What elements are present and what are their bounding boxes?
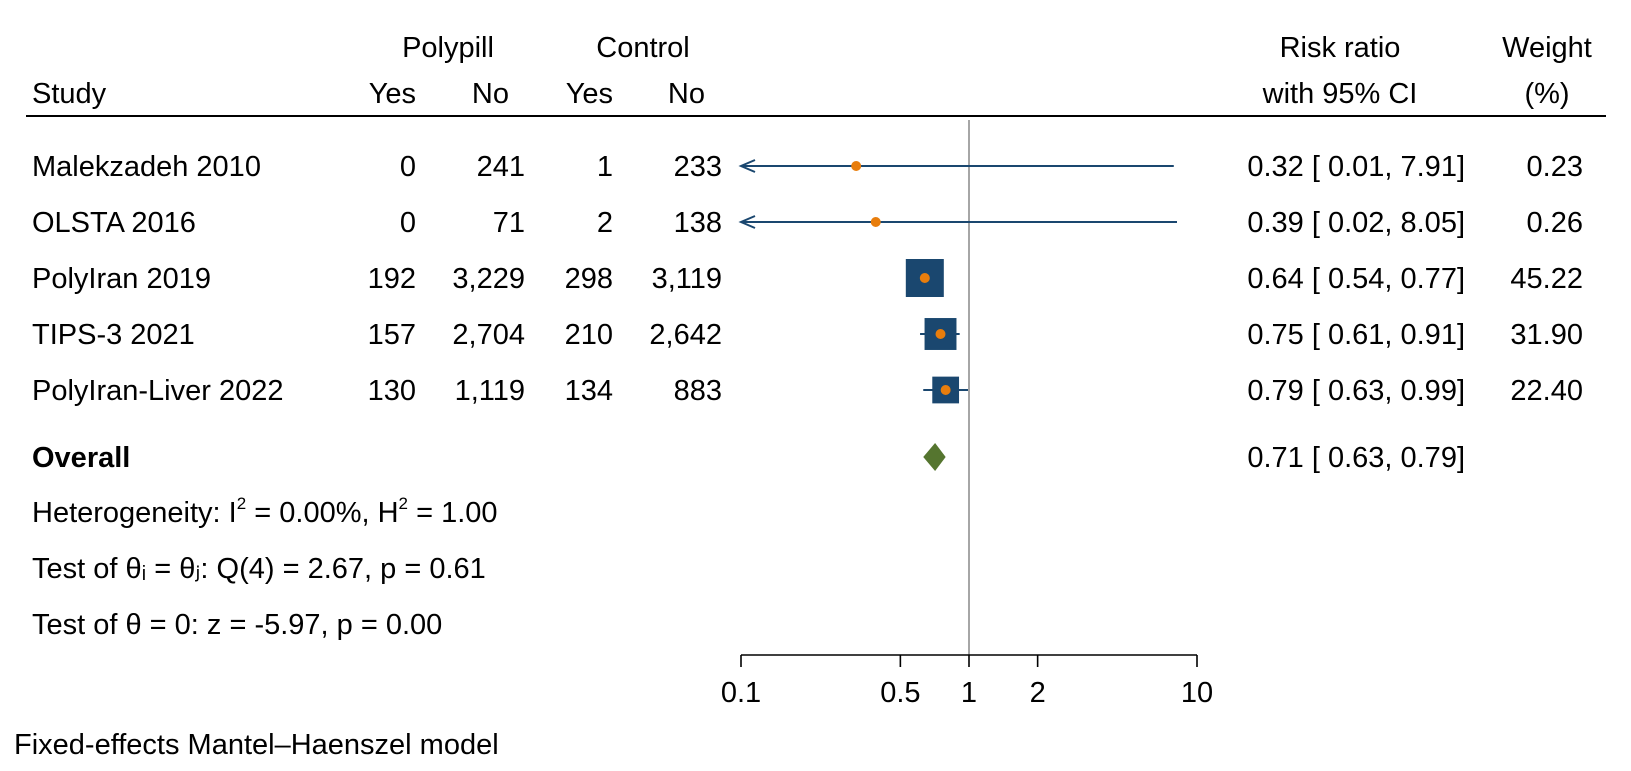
study-name: TIPS-3 2021 [32,319,195,351]
study-name: Malekzadeh 2010 [32,151,261,183]
count-cell: 298 [565,263,613,295]
ci-truncation-arrow [738,215,756,229]
column-header-weight: Weight [1502,32,1592,64]
point-estimate [870,217,881,227]
group-header-control: Control [596,32,690,64]
column-header-control-yes: Yes [566,78,613,110]
x-axis: 0.1 0.5 1 2 10 [721,654,1213,709]
heterogeneity-text: Heterogeneity: I2 = 0.00%, H2 = 1.00 [32,494,498,529]
count-cell: 0 [400,151,416,183]
table-row: TIPS-3 2021 157 2,704 210 2,642 0.75 [ 0.61, … [32,319,1583,351]
count-cell: 138 [674,207,722,239]
model-footnote: Fixed-effects Mantel–Haenszel model [14,729,499,761]
count-cell: 0 [400,207,416,239]
test-theta-zero-text: Test of θ = 0: z = -5.97, p = 0.00 [32,609,442,641]
table-row: Malekzadeh 2010 0 241 1 233 0.32 [ 0.01, 7.91… [32,151,1583,183]
study-name: PolyIran-Liver 2022 [32,375,283,407]
x-tick-label: 2 [1030,677,1046,709]
point-estimate [851,161,862,171]
ci-text: 0.64 [ 0.54, 0.77] [1247,263,1465,295]
count-cell: 1 [597,151,613,183]
count-cell: 157 [368,319,416,351]
study-rows: Malekzadeh 2010 0 241 1 233 0.32 [ 0.01, 7.91… [32,151,1583,407]
x-tick-label: 10 [1181,677,1213,709]
count-cell: 241 [477,151,525,183]
weight-text: 0.26 [1527,207,1583,239]
count-cell: 883 [674,375,722,407]
ci-text: 0.79 [ 0.63, 0.99] [1247,375,1465,407]
column-header-study: Study [32,78,107,110]
table-header: Polypill Control Study Yes No Yes No Ris… [32,32,1592,110]
group-header-polypill: Polypill [402,32,494,64]
column-header-weight-unit: (%) [1524,78,1569,110]
count-cell: 1,119 [455,375,525,407]
count-cell: 210 [565,319,613,351]
overall-label: Overall [32,442,130,474]
count-cell: 71 [493,207,525,239]
count-cell: 3,229 [452,263,525,295]
study-name: OLSTA 2016 [32,207,196,239]
table-row: PolyIran 2019 192 3,229 298 3,119 0.64 [ 0.54… [32,263,1583,295]
ci-text: 0.32 [ 0.01, 7.91] [1247,151,1465,183]
count-cell: 130 [368,375,416,407]
point-estimate [935,329,946,339]
point-estimate [919,273,930,283]
point-estimate [940,385,951,395]
column-header-control-no: No [668,78,705,110]
x-tick-label: 1 [961,677,977,709]
summary: Overall 0.71 [ 0.63, 0.79] Heterogeneity… [32,442,1465,641]
test-theta-ij-text: Test of θᵢ = θⱼ: Q(4) = 2.67, p = 0.61 [32,553,486,585]
overall-diamond [923,443,946,471]
count-cell: 2,704 [452,319,525,351]
count-cell: 134 [565,375,613,407]
column-header-polypill-yes: Yes [369,78,416,110]
weight-text: 0.23 [1527,151,1583,183]
count-cell: 233 [674,151,722,183]
column-header-ci: with 95% CI [1262,78,1418,110]
plot-marks [738,120,1177,655]
table-row: PolyIran-Liver 2022 130 1,119 134 883 0.79 [ … [32,375,1583,407]
count-cell: 3,119 [652,263,722,295]
count-cell: 2,642 [649,319,722,351]
weight-text: 45.22 [1510,263,1583,295]
ci-truncation-arrow [738,159,756,173]
ci-text: 0.39 [ 0.02, 8.05] [1247,207,1465,239]
weight-text: 22.40 [1510,375,1583,407]
column-header-polypill-no: No [472,78,509,110]
count-cell: 192 [368,263,416,295]
count-cell: 2 [597,207,613,239]
weight-text: 31.90 [1510,319,1583,351]
study-name: PolyIran 2019 [32,263,211,295]
x-tick-label: 0.5 [880,677,920,709]
table-row: OLSTA 2016 0 71 2 138 0.39 [ 0.02, 8.05] 0.26 [32,207,1583,239]
column-header-risk-ratio: Risk ratio [1280,32,1401,64]
x-tick-label: 0.1 [721,677,761,709]
ci-text: 0.75 [ 0.61, 0.91] [1247,319,1465,351]
overall-ci-text: 0.71 [ 0.63, 0.79] [1247,442,1465,474]
